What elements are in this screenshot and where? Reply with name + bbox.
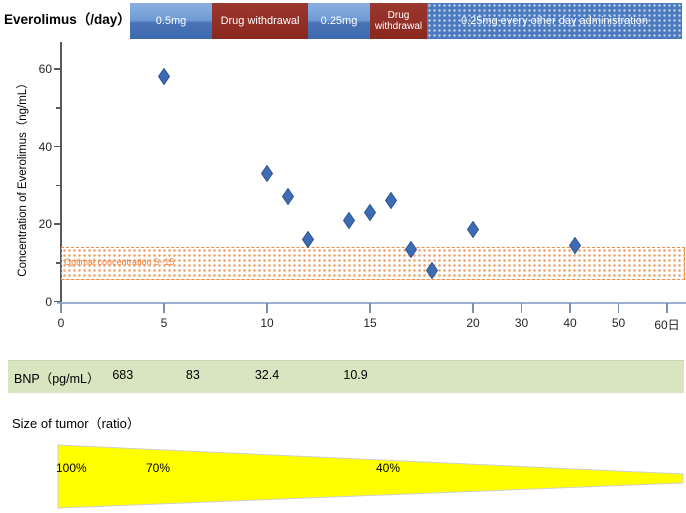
optimal-range-band — [61, 247, 685, 280]
y-axis-title: Concentration of Everolimus（ng/mL） — [17, 77, 29, 277]
bnp-value: 32.4 — [254, 368, 280, 382]
data-point — [466, 221, 480, 239]
dose-regimen-bar: 0.5mg Drug withdrawal 0.25mg Drug withdr… — [130, 3, 682, 39]
tumor-pct-70: 70% — [146, 461, 171, 475]
y-tick-label: 0 — [45, 294, 52, 309]
dose-segment-0.25mg: 0.25mg — [308, 3, 370, 39]
x-tick-label: 30 — [514, 316, 529, 330]
x-tick-label: 15 — [363, 316, 377, 330]
tumor-wedge-shape — [57, 444, 684, 509]
data-point — [568, 236, 581, 255]
x-tick — [666, 303, 668, 313]
bnp-value: 10.9 — [343, 368, 368, 382]
data-point — [384, 191, 397, 210]
dose-segment-0.5mg: 0.5mg — [130, 3, 212, 39]
x-tick-label: 20 — [466, 316, 480, 330]
tumor-size-wedge — [57, 444, 684, 509]
x-axis-line — [57, 302, 686, 304]
tumor-pct-40: 40% — [376, 461, 401, 475]
data-point — [343, 211, 356, 230]
x-tick-label: 10 — [260, 316, 274, 330]
x-tick — [60, 303, 62, 313]
data-point — [405, 240, 418, 259]
bnp-value: 83 — [185, 368, 200, 382]
x-tick — [569, 303, 571, 313]
x-tick — [617, 303, 620, 313]
x-tick — [266, 303, 268, 313]
dose-segment-withdrawal-1: Drug withdrawal — [212, 3, 308, 39]
data-point — [260, 164, 274, 183]
dose-segment-withdrawal-2: Drug withdrawal — [370, 3, 427, 39]
x-tick-label: 0 — [57, 316, 65, 330]
x-tick-label: 50 — [611, 316, 626, 330]
x-tick-label: 40 — [563, 316, 577, 330]
y-minor-tick — [56, 262, 60, 264]
x-tick — [163, 303, 165, 313]
bnp-label: BNP（pg/mL） — [14, 372, 100, 386]
y-minor-tick — [56, 107, 60, 109]
bnp-value: 683 — [112, 368, 134, 382]
data-point — [425, 261, 438, 280]
x-tick — [520, 303, 523, 313]
y-tick — [54, 223, 60, 225]
y-tick — [54, 300, 60, 303]
y-tick — [54, 145, 60, 148]
x-tick-label: 5 — [160, 316, 168, 330]
x-tick-label: 60日 — [654, 318, 680, 332]
dose-segment-alternate-days: 0.25mg every other day administration — [427, 3, 682, 39]
y-tick-label: 40 — [38, 139, 52, 154]
x-tick — [472, 303, 474, 313]
y-tick-label: 20 — [38, 217, 52, 232]
tumor-pct-100: 100% — [56, 461, 87, 475]
y-tick-label: 60 — [38, 62, 52, 77]
bnp-strip — [8, 360, 684, 393]
data-point — [302, 230, 315, 249]
y-axis-line — [60, 42, 62, 310]
x-tick — [369, 303, 371, 313]
y-tick — [54, 68, 60, 70]
data-point — [363, 203, 377, 222]
data-point — [281, 188, 294, 206]
dose-axis-title: Everolimus（/day） — [4, 12, 131, 27]
data-point — [157, 67, 171, 86]
tumor-size-title: Size of tumor（ratio） — [12, 416, 140, 431]
optimal-range-label: Optimal concentration 5~15 — [64, 257, 175, 267]
y-minor-tick — [56, 184, 60, 187]
